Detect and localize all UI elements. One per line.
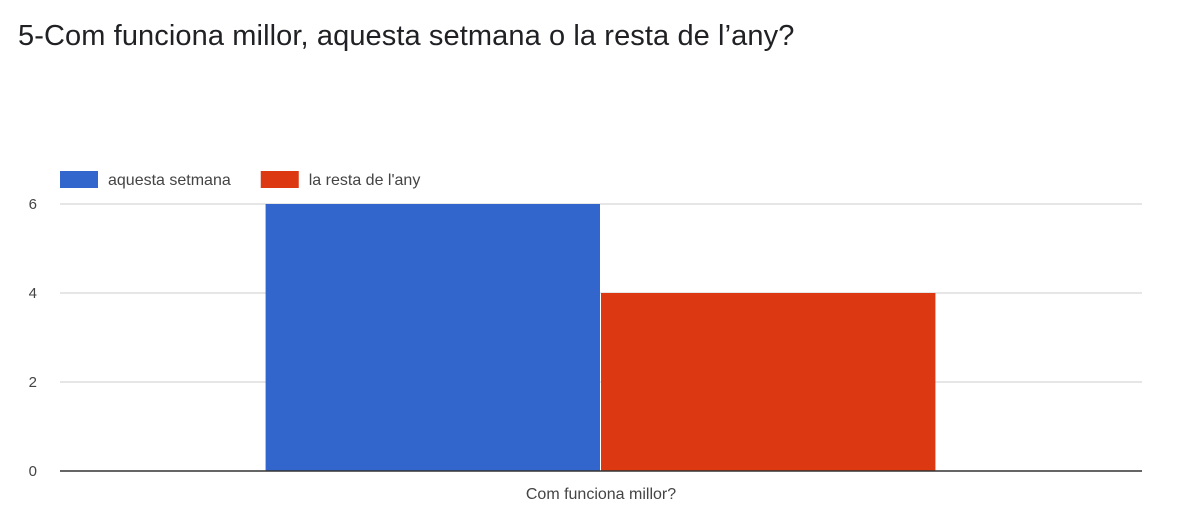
x-axis-category-labels: Com funciona millor? bbox=[526, 486, 676, 503]
legend-label-0: aquesta setmana bbox=[108, 172, 231, 189]
y-axis-tick-labels: 0 2 4 6 bbox=[29, 196, 37, 480]
page-title: 5-Com funciona millor, aquesta setmana o… bbox=[18, 20, 795, 52]
y-tick-label-2: 2 bbox=[29, 374, 37, 391]
bar-la-resta-de-l-any bbox=[601, 293, 936, 471]
y-tick-label-0: 0 bbox=[29, 463, 37, 480]
bars bbox=[265, 204, 936, 471]
y-tick-label-4: 4 bbox=[29, 285, 37, 302]
legend-label-1: la resta de l'any bbox=[309, 172, 421, 189]
legend-swatch-1 bbox=[260, 171, 299, 188]
y-tick-label-6: 6 bbox=[29, 196, 37, 213]
legend: aquesta setmana la resta de l'any bbox=[60, 171, 420, 189]
legend-swatch-0 bbox=[60, 171, 98, 188]
x-category-label: Com funciona millor? bbox=[526, 486, 676, 503]
bar-aquesta-setmana bbox=[265, 204, 600, 471]
